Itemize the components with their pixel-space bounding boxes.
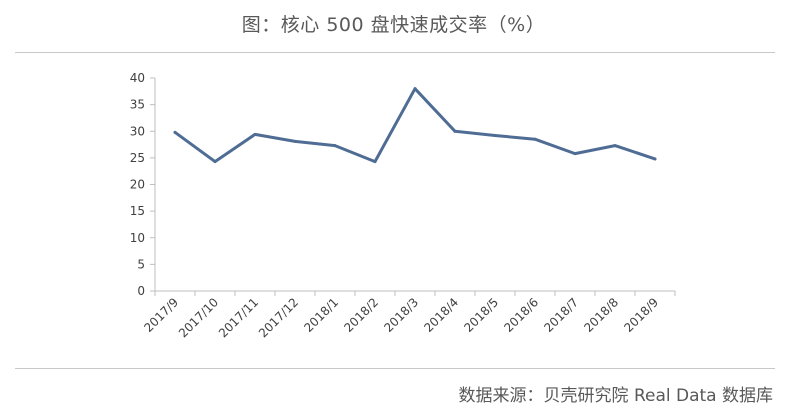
x-tick-label: 2018/2 [341, 295, 381, 335]
data-point [413, 87, 417, 91]
data-point [333, 144, 337, 148]
data-point [613, 144, 617, 148]
x-tick-label: 2017/11 [216, 295, 261, 340]
y-tick-label: 25 [130, 151, 145, 165]
x-tick-label: 2017/9 [141, 295, 181, 335]
data-point [293, 139, 297, 143]
y-tick-label: 35 [130, 98, 145, 112]
y-tick-label: 15 [130, 204, 145, 218]
y-tick-label: 5 [137, 257, 145, 271]
data-point [453, 129, 457, 133]
data-point [573, 152, 577, 156]
data-point [533, 137, 537, 141]
x-tick-label: 2018/4 [421, 295, 461, 335]
x-tick-label: 2018/7 [541, 295, 581, 335]
y-tick-label: 20 [130, 178, 145, 192]
data-point [253, 132, 257, 136]
y-tick-label: 10 [130, 231, 145, 245]
y-tick-label: 40 [130, 71, 145, 85]
axes [154, 78, 675, 292]
chart-title: 图：核心 500 盘快速成交率（%） [241, 14, 546, 36]
y-tick-label: 0 [137, 284, 145, 298]
series-layer [173, 87, 657, 164]
x-tick-label: 2018/9 [621, 295, 661, 335]
y-tick-label: 30 [130, 124, 145, 138]
data-point [653, 157, 657, 161]
data-point [213, 160, 217, 164]
series-line [173, 87, 657, 164]
x-tick-label: 2018/1 [301, 295, 341, 335]
data-point [493, 134, 497, 138]
x-tick-label: 2018/8 [581, 295, 621, 335]
data-source-note: 数据来源：贝壳研究院 Real Data 数据库 [458, 386, 773, 406]
x-tick-label: 2018/3 [381, 295, 421, 335]
data-point [373, 160, 377, 164]
y-axis-ticks: 0 5 10 15 20 25 30 35 40 [130, 71, 155, 298]
data-point [173, 130, 177, 134]
x-tick-label: 2017/10 [176, 295, 221, 340]
x-tick-label: 2017/12 [256, 295, 301, 340]
x-tick-label: 2018/6 [501, 295, 541, 335]
top-divider [15, 52, 775, 53]
bottom-divider [15, 368, 775, 369]
x-tick-label: 2018/5 [461, 295, 501, 335]
